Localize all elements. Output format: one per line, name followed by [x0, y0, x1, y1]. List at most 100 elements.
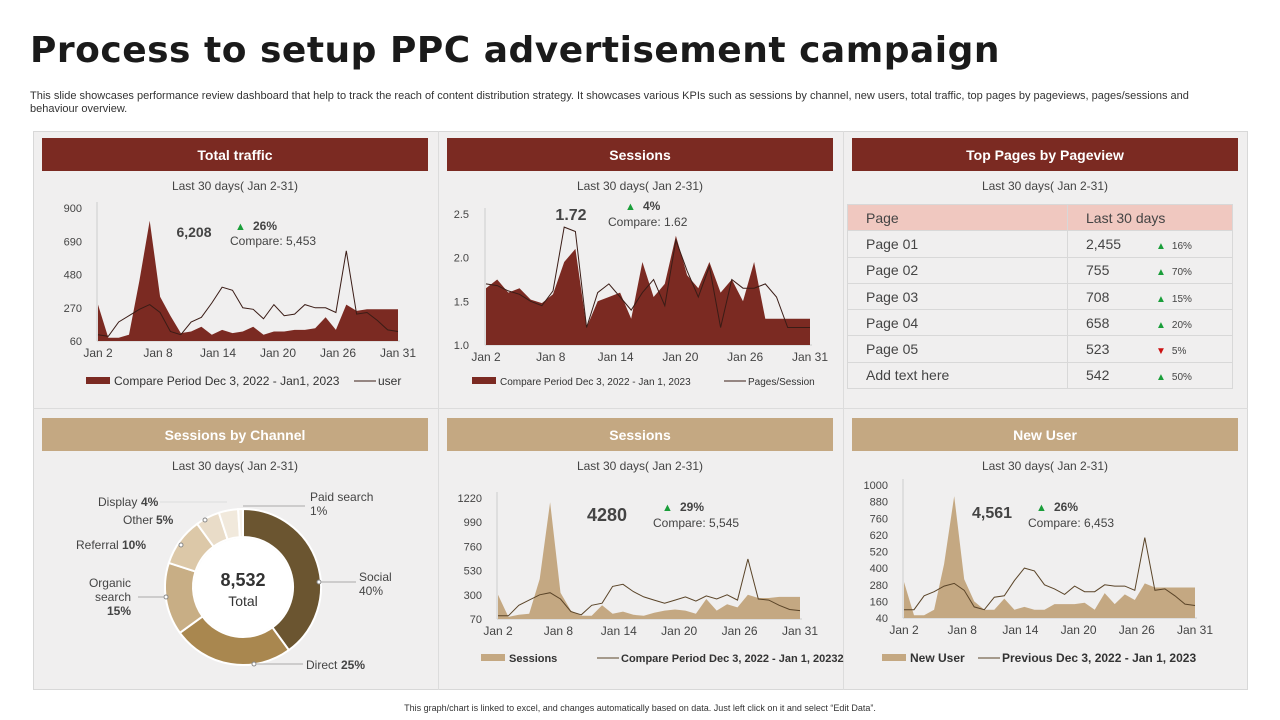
y-tick-label: 1000: [864, 480, 888, 492]
change-value: 15%: [1171, 293, 1192, 305]
panel-title-new-user: New User: [852, 418, 1238, 451]
kpi-change: 26%: [1054, 500, 1078, 514]
change-badge: ▲ 50%: [1156, 372, 1216, 383]
panel-title-top-pages: Top Pages by Pageview: [852, 138, 1238, 171]
table-row: Add text here 542 ▲ 50%: [847, 361, 1233, 390]
label-social-name: Social: [359, 570, 392, 584]
change-value: 16%: [1171, 240, 1192, 252]
x-tick-label: Jan 2: [483, 624, 513, 638]
y-tick-label: 2.5: [454, 209, 469, 221]
kpi-compare: Compare: 5,545: [653, 516, 739, 530]
legend-swatch: [481, 654, 505, 661]
label-organic-name: search: [95, 590, 131, 604]
x-tick-label: Jan 20: [260, 346, 296, 360]
legend-label: Previous Dec 3, 2022 - Jan 1, 2023: [1002, 651, 1196, 665]
legend-swatch: [882, 654, 906, 661]
donut-total-value: 8,532: [220, 570, 265, 590]
line-series: [485, 226, 810, 328]
label-direct-pct: 25%: [341, 658, 365, 672]
label-dot: [202, 517, 208, 523]
y-tick-label: 2.0: [454, 253, 469, 265]
y-tick-label: 480: [64, 270, 82, 282]
x-tick-label: Jan 2: [471, 350, 501, 364]
y-tick-label: 880: [870, 497, 888, 509]
x-tick-label: Jan 20: [1061, 623, 1097, 637]
donut-center: [194, 538, 292, 636]
page-views: 658: [1086, 314, 1110, 331]
y-tick-label: 1.5: [454, 296, 469, 308]
change-value: 50%: [1171, 372, 1192, 384]
divider: [843, 131, 844, 690]
y-tick-label: 40: [876, 613, 888, 625]
x-tick-label: Jan 31: [792, 350, 828, 364]
table-cell-page: Add text here: [847, 361, 1068, 390]
donut-slice: [237, 507, 244, 539]
top-pages-table: Page Last 30 days Page 01 2,455 ▲ 16% Page 0…: [847, 203, 1233, 390]
page-title: Process to setup PPC advertisement campa…: [30, 30, 1001, 71]
table-header-last30: Last 30 days: [1067, 203, 1233, 232]
panel-period: Last 30 days( Jan 2-31): [171, 459, 299, 473]
change-badge: ▲ 70%: [1156, 267, 1216, 278]
label-other-pct: 5%: [156, 513, 174, 527]
x-tick-label: Jan 26: [722, 624, 758, 638]
y-tick-label: 1.0: [454, 340, 469, 352]
kpi-compare: Compare: 1.62: [608, 215, 688, 229]
table-row: Page 04 658 ▲ 20%: [847, 309, 1233, 337]
x-tick-label: Jan 14: [1002, 623, 1038, 637]
donut-total-label: Total: [228, 593, 258, 609]
y-tick-label: 990: [464, 517, 482, 529]
panel-title-sessions-bottom: Sessions: [447, 418, 833, 451]
up-arrow-icon: ▲: [1156, 267, 1166, 279]
panel-period: Last 30 days( Jan 2-31): [981, 179, 1109, 193]
y-tick-label: 900: [64, 203, 82, 215]
label-referral-pct: 10%: [122, 538, 146, 552]
label-direct-name: Direct: [306, 658, 338, 672]
label-dot: [178, 542, 184, 548]
legend-label: Sessions: [509, 653, 557, 665]
line-series: [498, 558, 801, 617]
table-cell-page: Page 02: [847, 256, 1068, 284]
kpi-value: 6,208: [176, 224, 211, 240]
page-subtitle: This slide showcases performance review …: [30, 90, 1189, 115]
y-tick-label: 280: [870, 580, 888, 592]
table-cell-value: 542 ▲ 50%: [1067, 361, 1233, 390]
line-series: [97, 250, 399, 337]
panel-period: Last 30 days( Jan 2-31): [171, 179, 299, 193]
y-tick-label: 520: [870, 547, 888, 559]
change-value: 70%: [1171, 267, 1192, 279]
label-social-pct: 40%: [359, 584, 383, 598]
kpi-change: 4%: [643, 199, 661, 213]
x-tick-label: Jan 2: [83, 346, 113, 360]
area-series-main: [498, 502, 800, 619]
divider: [33, 408, 1248, 409]
kpi-change: 26%: [253, 219, 277, 233]
x-tick-label: Jan 14: [200, 346, 236, 360]
kpi-compare: Compare: 6,453: [1028, 516, 1114, 530]
y-tick-label: 300: [464, 590, 482, 602]
x-tick-label: Jan 31: [380, 346, 416, 360]
up-arrow-icon: ▲: [1156, 319, 1166, 331]
x-tick-label: Jan 26: [320, 346, 356, 360]
table-cell-page: Page 05: [847, 335, 1068, 363]
x-tick-label: Jan 14: [601, 624, 637, 638]
up-arrow-icon: ▲: [662, 502, 673, 514]
label-organic-pct: 15%: [107, 604, 131, 618]
change-value: 5%: [1171, 346, 1187, 358]
change-badge: ▲ 16%: [1156, 241, 1216, 252]
panel-title-sessions-by-channel: Sessions by Channel: [42, 418, 428, 451]
down-arrow-icon: ▼: [1156, 346, 1166, 358]
up-arrow-icon: ▲: [625, 201, 636, 213]
y-tick-label: 270: [64, 303, 82, 315]
legend-label: Compare Period Dec 3, 2022 - Jan 1, 2023: [500, 377, 691, 388]
kpi-value: 4280: [587, 505, 627, 525]
page-views: 2,455: [1086, 235, 1122, 252]
table-cell-value: 523 ▼ 5%: [1067, 335, 1233, 363]
legend-label: user: [378, 374, 401, 388]
table-cell-value: 2,455 ▲ 16%: [1067, 230, 1233, 258]
x-tick-label: Jan 31: [782, 624, 818, 638]
kpi-compare: Compare: 5,453: [230, 234, 316, 248]
